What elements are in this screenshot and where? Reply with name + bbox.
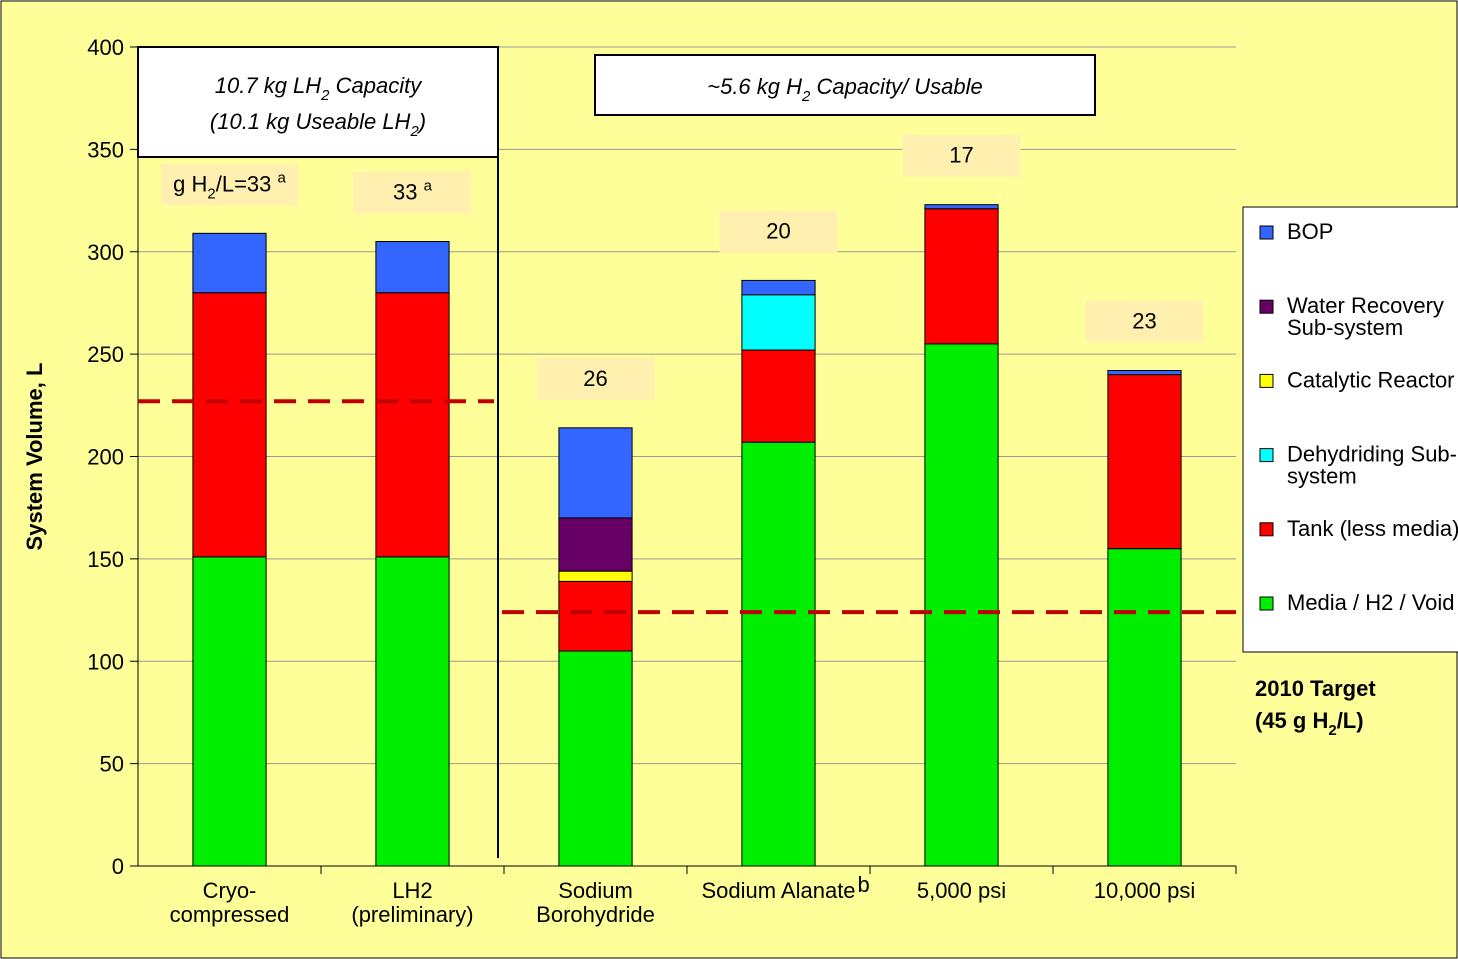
- target-label-part: /L): [1337, 708, 1364, 733]
- annotation-text: ~5.6 kg H2 Capacity/ Usable: [707, 74, 983, 105]
- density-label: 26: [583, 366, 607, 391]
- x-tick-label: 5,000 psi: [917, 878, 1006, 903]
- target-label: 2010 Target: [1255, 676, 1376, 701]
- bar-segment: [375, 556, 450, 867]
- x-tick-label: 10,000 psi: [1094, 878, 1196, 903]
- legend-label: Tank (less media): [1287, 516, 1458, 541]
- annotation-text: 10.7 kg LH2 Capacity: [215, 73, 423, 104]
- y-tick-label: 100: [87, 649, 124, 674]
- target-label-part: 2: [1328, 722, 1336, 739]
- annotation-text-part: 10.7 kg LH: [215, 73, 322, 98]
- density-label-part: 2: [207, 185, 215, 202]
- y-tick-label: 50: [100, 752, 124, 777]
- bar-segment: [558, 517, 633, 572]
- bar-segment: [741, 279, 816, 296]
- target-label-part: (45 g H: [1255, 708, 1328, 733]
- x-tick-mark: b: [858, 872, 870, 897]
- y-tick-label: 400: [87, 35, 124, 60]
- bar-segment: [558, 650, 633, 867]
- density-label-box: [719, 210, 838, 253]
- y-tick-label: 150: [87, 547, 124, 572]
- density-label-part: 20: [766, 218, 790, 243]
- legend-swatch: [1259, 225, 1274, 240]
- annotation-box: [137, 46, 499, 158]
- x-tick-label: Sodium Alanate: [701, 878, 855, 903]
- density-label-part: a: [278, 169, 287, 186]
- legend-swatch: [1259, 299, 1274, 314]
- density-label-part: 17: [949, 143, 973, 168]
- density-label: 20: [766, 218, 790, 243]
- bar-segment: [192, 556, 267, 867]
- density-label-part: a: [424, 178, 433, 195]
- bar-segment: [375, 241, 450, 294]
- target-label-part: 2010 Target: [1255, 676, 1376, 701]
- bar-segment: [1107, 548, 1182, 867]
- density-label: 33 a: [393, 178, 433, 205]
- bar-segment: [558, 427, 633, 519]
- legend-label: BOP: [1287, 219, 1333, 244]
- bar-segment: [924, 204, 999, 210]
- annotation-text-part: 2: [801, 88, 811, 105]
- density-label: g H2/L=33 a: [173, 169, 286, 202]
- legend-label: Media / H2 / Void: [1287, 590, 1455, 615]
- legend-swatch: [1259, 522, 1274, 537]
- x-tick-label: Sodium Borohydride: [536, 878, 655, 927]
- bar-segment: [558, 580, 633, 652]
- density-label-box: [536, 357, 655, 400]
- bar-segment: [1107, 374, 1182, 550]
- annotation-text-part: ~5.6 kg H: [707, 74, 802, 99]
- annotation-box: [594, 54, 1096, 116]
- annotation-text-part: ): [416, 109, 426, 134]
- density-label-part: 33: [393, 180, 424, 205]
- x-tick-label: LH2 (preliminary): [351, 878, 473, 927]
- y-tick-label: 0: [112, 854, 124, 879]
- legend: [1242, 206, 1458, 653]
- annotation-text-part: 2: [320, 87, 330, 104]
- target-label: (45 g H2/L): [1255, 708, 1364, 739]
- bar-segment: [741, 441, 816, 867]
- density-label: 23: [1132, 309, 1156, 334]
- density-label-box: [902, 134, 1021, 177]
- density-label-part: g H: [173, 171, 207, 196]
- density-label-part: 26: [583, 366, 607, 391]
- bar-segment: [924, 208, 999, 345]
- legend-swatch: [1259, 373, 1274, 388]
- annotation-text-part: Capacity/ Usable: [810, 74, 982, 99]
- bar-segment: [924, 343, 999, 867]
- annotation-text: (10.1 kg Useable LH2): [210, 109, 426, 140]
- legend-swatch: [1259, 596, 1274, 611]
- bar-segment: [192, 232, 267, 294]
- legend-label: Water Recovery Sub-system: [1287, 293, 1444, 340]
- legend-label: Catalytic Reactor: [1287, 367, 1455, 392]
- y-axis-label: System Volume, L: [22, 363, 47, 551]
- density-label-box: [353, 171, 472, 214]
- density-label-part: /L=33: [216, 171, 278, 196]
- bar-segment: [1107, 370, 1182, 376]
- y-tick-label: 200: [87, 445, 124, 470]
- density-label-part: 23: [1132, 309, 1156, 334]
- legend-swatch: [1259, 448, 1274, 463]
- annotation-text-part: (10.1 kg Useable LH: [210, 109, 411, 134]
- annotation-text-part: Capacity: [330, 73, 424, 98]
- bar-segment: [741, 294, 816, 351]
- bar-segment: [741, 349, 816, 443]
- y-tick-label: 250: [87, 342, 124, 367]
- density-label: 17: [949, 143, 973, 168]
- density-label-box: [1085, 300, 1204, 343]
- bar-segment: [558, 570, 633, 582]
- x-tick-label: Cryo-compressed: [170, 878, 290, 927]
- density-label-box: [161, 163, 299, 206]
- bar-segment: [375, 292, 450, 558]
- legend-label: Dehydriding Sub-system: [1287, 442, 1457, 489]
- annotation-text-part: 2: [409, 123, 419, 140]
- y-tick-label: 350: [87, 137, 124, 162]
- y-tick-label: 300: [87, 240, 124, 265]
- bar-segment: [192, 292, 267, 558]
